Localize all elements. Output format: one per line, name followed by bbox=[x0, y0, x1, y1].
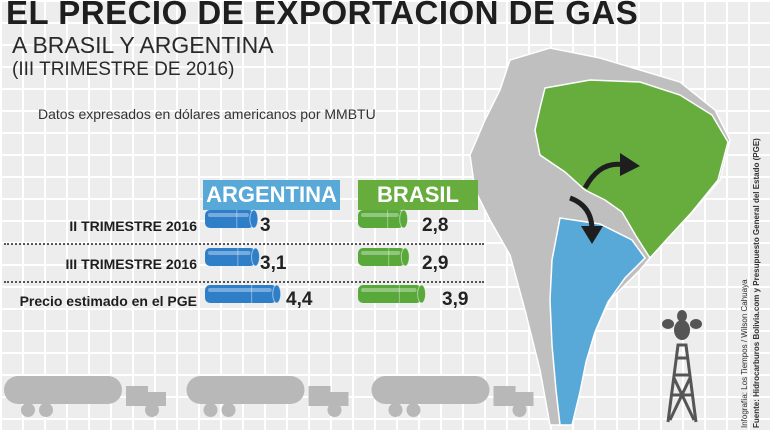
bar-brasil-2 bbox=[358, 284, 427, 304]
units-note: Datos expresados en dólares americanos p… bbox=[38, 106, 376, 122]
bar-argentina-2 bbox=[205, 284, 282, 304]
row-label-ii-trimestre: II TRIMESTRE 2016 bbox=[69, 218, 197, 234]
tanker-truck-icon bbox=[371, 376, 534, 417]
value-label-brasil-ii: 2,8 bbox=[422, 215, 449, 236]
row-label-iii-trimestre: III TRIMESTRE 2016 bbox=[65, 256, 197, 272]
bar-argentina-1 bbox=[205, 247, 261, 267]
south-america-map bbox=[469, 47, 731, 426]
credit-infographic: Infografía: Los Tiempos / Wilson Cahuaya bbox=[740, 279, 749, 428]
flame-icon bbox=[662, 310, 702, 340]
tanker-truck-icon bbox=[4, 376, 166, 417]
tanker-truck-icon bbox=[186, 376, 349, 417]
value-label-brasil-iii: 2,9 bbox=[422, 253, 449, 274]
bar-brasil-0 bbox=[358, 209, 409, 229]
value-label-argentina-iii: 3,1 bbox=[260, 253, 287, 274]
bar-chart bbox=[205, 209, 427, 304]
row-separator bbox=[4, 281, 484, 283]
value-label-argentina-ii: 3 bbox=[260, 215, 271, 236]
arrowhead-argentina-icon bbox=[581, 226, 603, 244]
row-separator bbox=[4, 243, 484, 245]
page-subtitle: A BRASIL Y ARGENTINA bbox=[12, 32, 274, 58]
gas-derrick-icon bbox=[666, 343, 698, 423]
page-title: EL PRECIO DE EXPORTACIÓN DE GAS bbox=[6, 0, 639, 31]
argentina-region bbox=[549, 217, 646, 426]
value-label-brasil-pge: 3,9 bbox=[442, 289, 469, 310]
credit-source: Fuente: Hidrocarburos Bolivia.com y Pres… bbox=[752, 138, 761, 428]
row-label-pge: Precio estimado en el PGE bbox=[19, 293, 197, 309]
arrowhead-brasil-icon bbox=[620, 153, 640, 176]
bar-brasil-1 bbox=[358, 247, 410, 267]
legend-brasil: BRASIL bbox=[358, 180, 478, 210]
value-label-argentina-pge: 4,4 bbox=[286, 289, 313, 310]
bar-argentina-0 bbox=[205, 209, 259, 229]
legend-argentina: ARGENTINA bbox=[203, 180, 340, 210]
period-label: (III TRIMESTRE DE 2016) bbox=[12, 59, 235, 80]
